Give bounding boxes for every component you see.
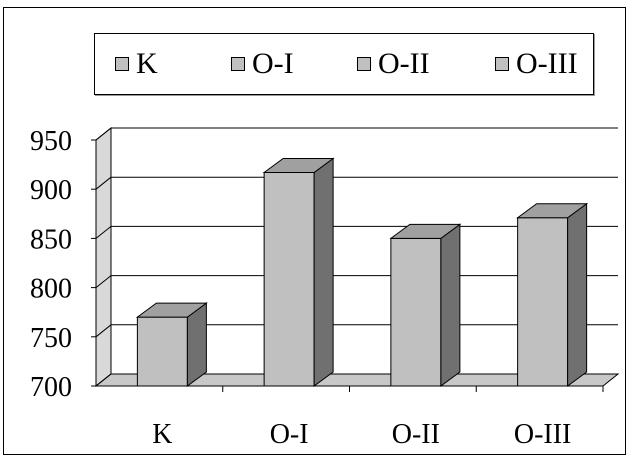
bar (517, 217, 569, 387)
legend-label-o-iii: O-III (516, 47, 578, 80)
bar-side (567, 202, 588, 387)
legend-swatch-o-i (231, 57, 245, 71)
x-tick-label: O-II (392, 419, 440, 450)
x-tick-label: K (152, 419, 172, 450)
bar-top (516, 203, 589, 219)
legend-label-o-i: O-I (252, 47, 294, 80)
wall-gridline (95, 275, 112, 288)
wall-gridline (95, 127, 112, 141)
wall-gridline (95, 373, 112, 387)
x-tick-label: O-I (270, 419, 309, 450)
legend-label-o-ii: O-II (378, 47, 430, 80)
y-tick-label: 900 (30, 175, 72, 206)
legend-item-o-i: O-I (231, 47, 294, 80)
bar (390, 237, 442, 387)
legend: K O-I O-II O-III (94, 33, 594, 95)
bar (263, 171, 315, 387)
y-tick-label: 750 (30, 323, 72, 354)
legend-item-o-ii: O-II (357, 47, 430, 80)
wall-gridline (95, 226, 112, 239)
legend-swatch-o-iii (495, 57, 509, 71)
bar-side (313, 157, 334, 387)
y-tick-label: 700 (30, 372, 72, 403)
bar-top (135, 302, 208, 318)
side-wall (95, 126, 112, 388)
legend-swatch-k (115, 57, 129, 71)
y-tick-label: 800 (30, 274, 72, 305)
legend-item-o-iii: O-III (495, 47, 578, 80)
bar-top (389, 223, 462, 239)
y-tick-label: 850 (30, 224, 72, 255)
legend-swatch-o-ii (357, 57, 371, 71)
y-tick-label: 950 (30, 126, 72, 157)
wall-gridline (95, 324, 112, 338)
legend-item-k: K (115, 47, 158, 80)
x-tick-label: O-III (514, 419, 572, 450)
wall-gridline (95, 176, 112, 190)
bar-top (262, 157, 335, 173)
bar-side (440, 223, 461, 387)
legend-label-k: K (136, 47, 158, 80)
bar (136, 316, 188, 387)
